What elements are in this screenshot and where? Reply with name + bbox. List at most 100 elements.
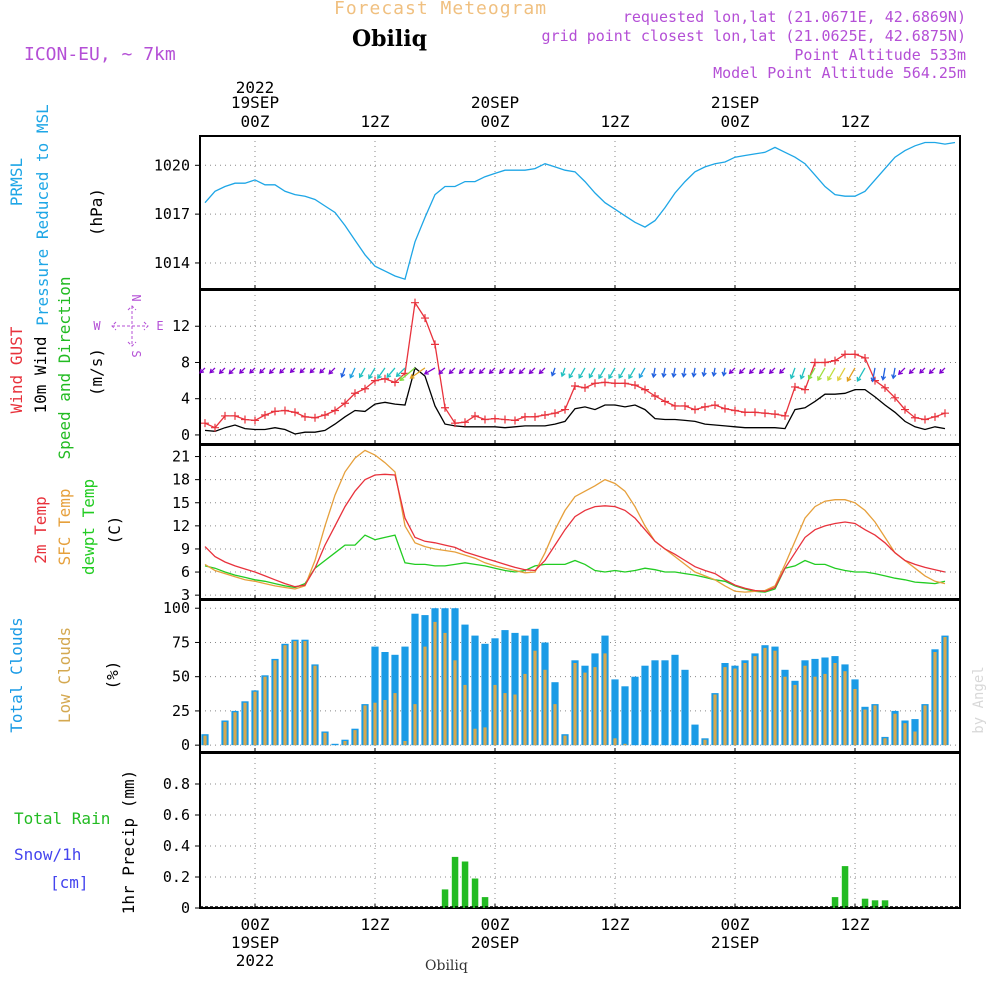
gust-point: [761, 409, 769, 418]
low-cloud-bar: [803, 665, 807, 746]
cloud-unit: (%): [103, 661, 122, 690]
low-cloud-bar: [753, 656, 757, 746]
gust-point: [781, 411, 789, 420]
rain-bar: [831, 897, 839, 908]
wind-arrow: [721, 367, 727, 377]
low-cloud-bar: [203, 735, 207, 746]
total-cloud-bar: [671, 654, 679, 746]
low-cloud-bar: [483, 727, 487, 746]
footer-location: Obiliq: [425, 958, 468, 974]
wind-arrow: [799, 367, 806, 380]
model-altitude: Model Point Altitude 564.25m: [713, 64, 966, 82]
wind-arrow: [399, 367, 416, 382]
wind-arrow: [478, 367, 486, 375]
low-cloud-bar: [293, 641, 297, 746]
compass-e: E: [156, 319, 163, 333]
low-cloud-bar: [623, 743, 627, 746]
wind-arrow: [560, 367, 566, 378]
gust-point: [361, 384, 369, 393]
wind-arrow: [199, 367, 206, 374]
low-cloud-bar: [583, 672, 587, 746]
gust-point: [221, 411, 229, 420]
wind-label-10m: 10m Wind: [31, 336, 50, 413]
gust-point: [291, 408, 299, 417]
wind-arrow: [661, 367, 667, 378]
gust-point: [861, 353, 869, 362]
low-cloud-bar: [493, 684, 497, 746]
low-cloud-bar: [593, 667, 597, 746]
ytick-label: 15: [172, 494, 190, 512]
wind-arrow: [358, 367, 366, 379]
ytick-label: 1017: [154, 205, 190, 223]
pressure-panel: 1014 1017 1020: [154, 135, 961, 290]
gust-point: [681, 401, 689, 410]
precip-label-snow: Snow/1h: [14, 845, 81, 864]
gust-point: [821, 358, 829, 367]
compass-s: S: [129, 350, 143, 357]
rain-bar: [481, 897, 489, 908]
wind-arrow: [779, 367, 786, 374]
wind-arrow: [309, 367, 316, 374]
wind-arrow: [259, 367, 266, 374]
low-cloud-bar: [563, 735, 567, 746]
low-cloud-bar: [303, 641, 307, 746]
ytick-label: 1020: [154, 156, 190, 174]
gust-point: [301, 412, 309, 421]
temp-unit: (C): [105, 516, 124, 545]
wind-arrow: [395, 367, 406, 378]
ytick-label: 21: [172, 448, 190, 466]
wind-arrow: [618, 367, 626, 379]
gust-point: [611, 379, 619, 388]
total-cloud-bar: [331, 743, 339, 746]
precip-unit: 1hr Precip (mm): [119, 770, 138, 915]
ytick-label: 3: [181, 586, 190, 604]
requested-coords: requested lon,lat (21.0671E, 42.6869N): [622, 8, 966, 26]
low-cloud-bar: [843, 671, 847, 746]
wind-arrow: [377, 367, 386, 380]
low-cloud-bar: [393, 693, 397, 746]
gust-point: [391, 378, 399, 387]
low-cloud-bar: [883, 738, 887, 746]
gust-point: [251, 416, 259, 425]
precipitation-frame: [199, 752, 961, 909]
ytick-label: 25: [172, 702, 190, 720]
compass-w: W: [93, 319, 101, 333]
gust-point: [371, 376, 379, 385]
bottom-date-label: 19SEP: [231, 933, 279, 952]
wind-arrow: [768, 367, 776, 375]
product-title: Forecast Meteogram: [334, 0, 548, 19]
wind-arrow: [628, 367, 636, 380]
bottom-hour-label: 12Z: [601, 915, 630, 934]
low-cloud-bar: [513, 694, 517, 746]
precip-label-rain: Total Rain: [14, 809, 110, 828]
low-cloud-bar: [403, 741, 407, 746]
precip-label-cm: [cm]: [50, 873, 89, 892]
gust-point: [691, 405, 699, 414]
gust-point: [931, 412, 939, 421]
bottom-date-label: 20SEP: [471, 933, 519, 952]
wind-arrow: [846, 367, 856, 382]
gust-point: [551, 409, 559, 418]
wind-arrow: [817, 367, 826, 382]
gust-point: [851, 350, 859, 359]
bottom-year-label: 2022: [236, 951, 275, 970]
temp-label-2m: 2m Temp: [31, 496, 50, 563]
bottom-hour-label: 00Z: [721, 915, 750, 934]
pressure-label-msl: Pressure Reduced to MSL: [33, 104, 52, 326]
wind-arrow: [578, 367, 586, 379]
low-cloud-bar: [833, 663, 837, 746]
top-year-label: 2022: [236, 78, 275, 97]
wind-unit: (m/s): [87, 348, 106, 396]
ytick-label: 100: [163, 599, 190, 617]
wind-label-direction: Speed and Direction: [55, 276, 74, 459]
wind-arrow: [939, 367, 946, 374]
ytick-label: 18: [172, 471, 190, 489]
low-cloud-bar: [313, 665, 317, 746]
gust-point: [421, 314, 429, 323]
top-hour-label: 00Z: [721, 112, 750, 131]
low-cloud-bar: [793, 684, 797, 746]
low-cloud-bar: [903, 723, 907, 746]
gust-point: [641, 385, 649, 394]
gust-point: [831, 356, 839, 365]
